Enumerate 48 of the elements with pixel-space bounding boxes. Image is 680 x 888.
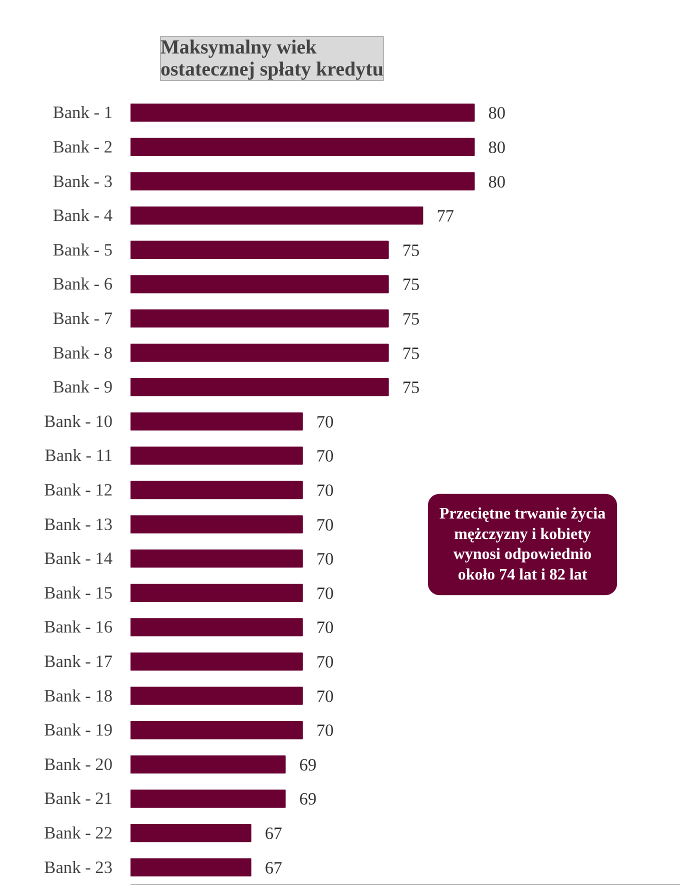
data-label: 70	[316, 515, 334, 534]
y-tick-label: Bank - 21	[44, 789, 113, 808]
data-label: 75	[402, 275, 420, 294]
y-tick-label: Bank - 9	[52, 378, 113, 397]
data-label: 69	[299, 755, 317, 774]
y-tick-label: Bank - 22	[44, 824, 113, 843]
y-tick-label: Bank - 7	[52, 308, 113, 328]
data-label: 69	[299, 790, 317, 809]
y-tick-label: Bank - 2	[52, 137, 113, 156]
y-tick-label: Bank - 11	[44, 446, 113, 466]
data-label: 75	[402, 378, 420, 398]
y-tick-label: Bank - 15	[44, 583, 113, 602]
y-tick-label: Bank - 20	[44, 754, 113, 774]
y-tick-label: Bank - 19	[44, 720, 113, 740]
y-tick-label: Bank - 13	[44, 514, 113, 534]
y-tick-label: Bank - 5	[52, 240, 113, 260]
y-tick-label: Bank - 8	[52, 343, 113, 362]
data-label: 75	[402, 309, 420, 328]
annotation: Przeciętne trwanie życia mężczyzny i kobiety wynosi odpowiednio około 74 lat i 82 lat	[439, 505, 606, 584]
y-tick-label: Bank - 6	[52, 274, 113, 294]
data-label: 70	[316, 686, 334, 706]
data-label: 75	[402, 344, 420, 363]
data-label: 80	[488, 172, 506, 192]
data-label: 77	[436, 206, 454, 226]
data-label: 70	[316, 721, 334, 740]
data-label: 67	[264, 858, 282, 878]
y-tick-label: Bank - 12	[44, 480, 113, 500]
y-tick-label: Bank - 1	[52, 103, 113, 122]
data-label: 67	[264, 824, 282, 844]
y-tick-label: Bank - 16	[44, 618, 113, 637]
y-tick-label: Bank - 18	[44, 686, 113, 706]
chart-title: Maksymalny wiek ostatecznej spłaty kredytu	[160, 36, 384, 80]
data-label: 80	[488, 138, 506, 157]
data-label: 70	[316, 446, 334, 466]
y-tick-label: Bank - 4	[52, 206, 113, 226]
data-label: 80	[488, 104, 506, 123]
data-label: 70	[316, 618, 334, 638]
data-label: 70	[316, 652, 334, 672]
data-label: 70	[316, 550, 334, 569]
data-label: 70	[316, 481, 334, 500]
y-tick-label: Bank - 10	[44, 412, 113, 431]
y-tick-label: Bank - 14	[44, 549, 113, 568]
y-tick-label: Bank - 23	[44, 858, 113, 877]
y-tick-label: Bank - 17	[44, 652, 113, 672]
data-label: 70	[316, 584, 334, 603]
data-label: 70	[316, 412, 334, 432]
y-tick-label: Bank - 3	[52, 172, 113, 191]
data-label: 75	[402, 240, 420, 260]
